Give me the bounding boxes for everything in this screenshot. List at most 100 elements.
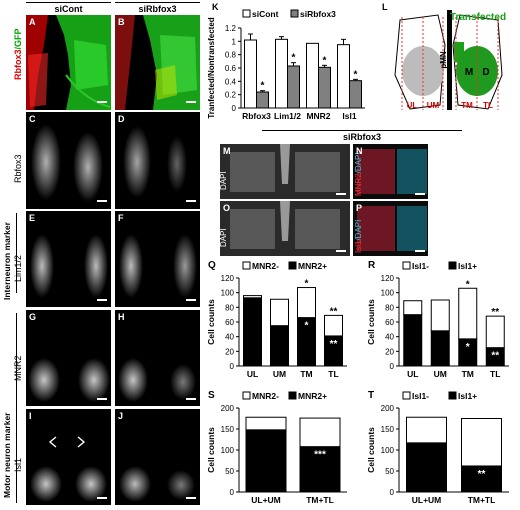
x-tick-label: UL <box>247 369 258 379</box>
legend-label: Isl1+ <box>458 261 477 271</box>
legend-swatch <box>448 391 457 400</box>
y-tick-label: 150 <box>381 425 395 434</box>
bar-positive <box>403 314 423 367</box>
y-tick-label: 100 <box>221 289 235 298</box>
y-tick-label: 50 <box>225 467 234 476</box>
y-axis-label: Cell counts <box>366 427 376 473</box>
panel-c-micrograph <box>26 112 111 209</box>
panel-a-micrograph <box>26 15 111 110</box>
panel-o-stain: DAPI <box>220 228 228 247</box>
panel-letter: R <box>368 260 376 271</box>
motor-bracket <box>16 313 17 503</box>
bar-negative <box>324 314 343 337</box>
panel-p-stain-dapi: /DAPI <box>354 219 363 241</box>
panel-h-letter: H <box>118 312 125 322</box>
significance-inner: ** <box>491 351 499 362</box>
column-header-sirbfox3: siRbfox3 <box>115 2 200 15</box>
x-tick-label: UL <box>407 369 418 379</box>
y-tick-label: 0 <box>390 488 395 497</box>
panel-g-letter: G <box>29 312 37 322</box>
panel-b-image: B <box>115 15 200 110</box>
k-bar <box>318 66 331 109</box>
x-tick-label: TM+TL <box>306 495 334 505</box>
significance-top: * <box>305 279 309 290</box>
k-significance-mark: * <box>354 69 358 80</box>
bar-negative <box>403 300 423 316</box>
legend-swatch <box>448 261 457 270</box>
y-tick-label: 120 <box>381 274 395 283</box>
y-tick-label: 100 <box>381 289 395 298</box>
y-tick-label: 200 <box>221 404 235 413</box>
legend-label: Isl1- <box>412 391 429 401</box>
k-legend-swatch <box>290 9 299 18</box>
y-tick-label: 0 <box>230 362 235 371</box>
panel-i-micrograph <box>26 409 111 505</box>
legend-swatch <box>402 261 411 270</box>
panel-c-image: C <box>26 112 111 209</box>
x-tick-label: TM <box>300 369 312 379</box>
k-legend-swatch <box>242 9 251 18</box>
x-tick-label: TL <box>328 369 338 379</box>
panel-letter: T <box>368 390 374 401</box>
bar-negative <box>406 416 447 444</box>
panel-e-micrograph <box>26 211 111 307</box>
schematic-l: Transfected pMN M D UL UM TM TL <box>394 10 506 110</box>
x-tick-label: TM <box>462 369 474 379</box>
panel-d-letter: D <box>118 114 125 124</box>
panel-m-letter: M <box>223 146 231 156</box>
significance-top: ** <box>330 306 338 317</box>
bar-negative <box>243 295 262 299</box>
panel-letter: Q <box>208 260 216 271</box>
k-y-tick-label: 0.6 <box>225 64 237 73</box>
k-significance-mark: * <box>261 81 265 92</box>
panel-n-image: N MNR2/DAPI <box>353 144 428 199</box>
k-y-tick-label: 1 <box>232 37 237 46</box>
legend-label: MNR2- <box>252 261 279 271</box>
y-tick-label: 200 <box>381 404 395 413</box>
k-bar <box>287 65 300 109</box>
panel-j-letter: J <box>118 411 124 421</box>
x-tick-label: UL+UM <box>412 495 442 505</box>
k-y-tick-label: 0 <box>232 104 237 113</box>
region-tm-label: TM <box>461 101 473 110</box>
panel-j-micrograph <box>115 409 200 505</box>
panel-i-letter: I <box>29 411 32 421</box>
right-hemicord-outline <box>452 14 503 110</box>
panel-n-stain-mnr2: MNR2 <box>354 173 363 196</box>
panel-h-image: H <box>115 310 200 406</box>
motor-column-d-label: D <box>482 67 489 78</box>
k-x-tick-label: Rbfox3 <box>242 111 271 121</box>
panel-o-micrograph <box>220 201 350 256</box>
significance-top: ** <box>491 307 499 318</box>
panel-e-letter: E <box>29 213 36 223</box>
k-legend-label: siCont <box>252 9 279 19</box>
y-tick-label: 80 <box>225 303 234 312</box>
column-header-sicont: siCont <box>26 2 111 15</box>
panel-i-image: I <box>26 409 111 505</box>
legend-label: MNR2+ <box>298 261 327 271</box>
y-tick-label: 40 <box>225 333 234 342</box>
y-tick-label: 80 <box>385 303 394 312</box>
x-tick-label: UL+UM <box>251 495 281 505</box>
chart-k: 0 0.2 0.4 0.6 0.8 1 1.2 Tranfected/Nontransfect… <box>207 9 365 121</box>
panel-o-image: O DAPI <box>220 201 350 256</box>
arrowhead-right-icon <box>77 436 86 448</box>
panel-n-micrograph <box>353 144 428 199</box>
panel-n-stain: MNR2/DAPI <box>354 152 363 196</box>
x-tick-label: UM <box>273 369 286 379</box>
region-um-label: UM <box>427 101 440 110</box>
panel-l-letter: L <box>382 2 388 12</box>
chart-t: T 0 50 100 150 200 Cell counts UL+UM ** TM+TL Isl1… <box>366 390 509 505</box>
panel-g-micrograph <box>26 310 111 406</box>
pmn-label: pMN <box>439 51 448 69</box>
legend-swatch <box>288 261 297 270</box>
bar-positive <box>461 465 502 493</box>
x-tick-label: UM <box>434 369 447 379</box>
y-tick-label: 60 <box>225 318 234 327</box>
k-y-tick-label: 0.4 <box>225 77 237 86</box>
y-tick-label: 120 <box>221 274 235 283</box>
k-x-tick-label: MNR2 <box>306 111 330 121</box>
bar-negative <box>270 298 289 327</box>
panel-m-stain: DAPI <box>220 171 228 190</box>
